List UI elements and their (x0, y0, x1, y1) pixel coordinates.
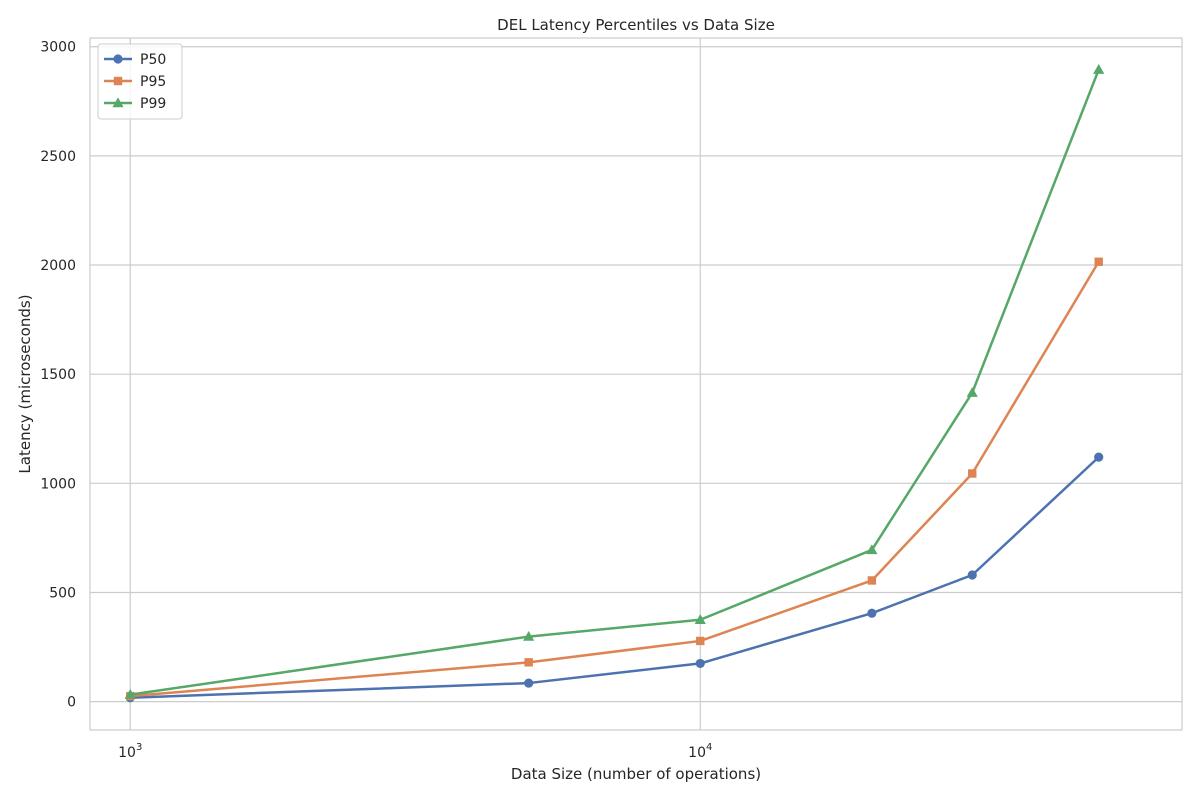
grid (90, 38, 1182, 730)
x-tick-base: 10 (118, 745, 136, 761)
data-point-p95 (696, 636, 705, 646)
data-point-p50 (967, 570, 977, 580)
series-line-p99 (128, 68, 1100, 696)
legend-marker (112, 97, 124, 108)
x-tick-exponent: 3 (136, 742, 142, 753)
x-tick-base: 10 (688, 745, 706, 761)
x-tick-label: 104 (688, 742, 712, 761)
data-point-p99 (1093, 64, 1105, 74)
data-point-p50 (524, 678, 534, 688)
legend-label: P95 (140, 74, 166, 90)
data-point-p95 (1094, 257, 1103, 266)
data-point-p99 (694, 614, 706, 624)
data-point-p99 (866, 544, 878, 555)
data-point-p50 (695, 658, 705, 669)
y-tick-label: 2000 (40, 258, 76, 274)
legend-label: P99 (140, 96, 166, 112)
y-tick-label: 2500 (40, 149, 76, 165)
legend-marker (113, 54, 123, 64)
y-tick-label: 1000 (40, 476, 76, 492)
chart-title: DEL Latency Percentiles vs Data Size (497, 16, 775, 34)
data-point-p95 (968, 469, 977, 478)
data-point-p95 (524, 658, 533, 667)
data-point-p50 (867, 608, 877, 618)
y-tick-label: 0 (67, 695, 76, 711)
legend-label: P50 (140, 52, 166, 68)
plot-frame (89, 37, 1183, 731)
y-tick-label: 500 (49, 585, 76, 601)
data-point-p99 (124, 689, 136, 699)
y-tick-label: 1500 (40, 367, 76, 383)
series-layer (124, 64, 1105, 703)
y-tick-labels: 0 500 1000 1500 2000 2500 3000 (40, 40, 76, 711)
y-axis-label: Latency (microseconds) (16, 294, 34, 473)
data-point-p95 (867, 576, 877, 585)
data-point-p99 (966, 387, 978, 397)
x-tick-labels: 103 104 (118, 742, 712, 761)
legend-item-p99: P99 (104, 96, 166, 112)
x-tick-exponent: 4 (706, 742, 712, 753)
series-p99 (124, 64, 1105, 699)
series-line-p95 (128, 260, 1100, 698)
legend-item-p50: P50 (104, 52, 166, 68)
x-axis-label: Data Size (number of operations) (511, 765, 761, 783)
x-tick-label: 103 (118, 742, 142, 761)
legend: P50 P95 P99 (97, 43, 183, 120)
series-line-p50 (128, 455, 1100, 699)
legend-marker (113, 76, 123, 86)
y-tick-label: 3000 (40, 40, 76, 56)
data-point-p50 (1094, 452, 1104, 462)
legend-item-p95: P95 (104, 74, 166, 90)
data-point-p99 (523, 630, 535, 641)
